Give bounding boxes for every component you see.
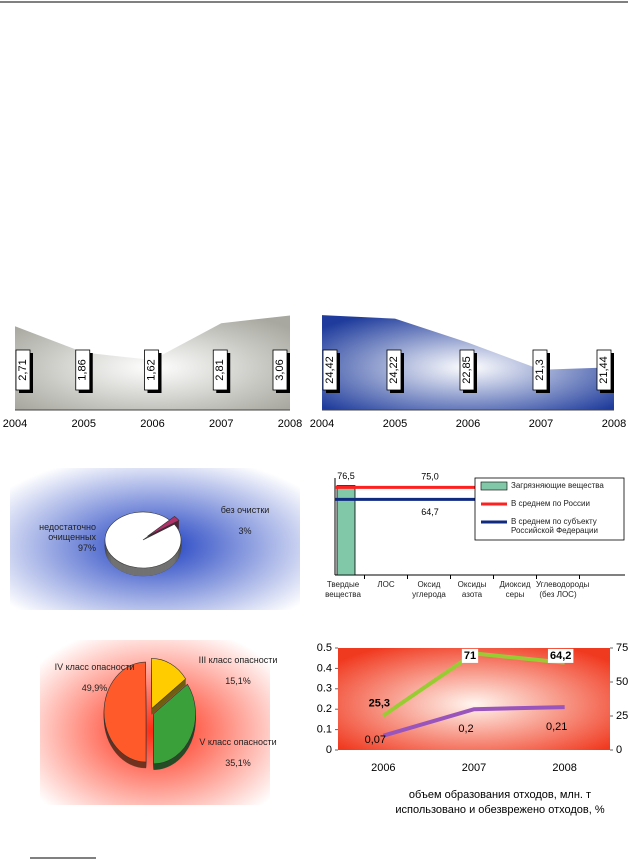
x-tick-label: 2004 xyxy=(3,418,27,430)
reference-label: 75,0 xyxy=(421,472,439,482)
x-tick-label: 2008 xyxy=(552,762,576,774)
slice-percent: 35,1% xyxy=(225,758,251,768)
pie-slice xyxy=(147,516,180,537)
x-tick-label: 2005 xyxy=(383,418,407,430)
bar xyxy=(336,485,356,576)
x-tick-label: 2006 xyxy=(140,418,164,430)
value-label: 21,44 xyxy=(598,356,610,384)
value-label: 1,86 xyxy=(77,359,89,380)
y-tick-label: 0.1 xyxy=(317,724,332,736)
value-label: 71 xyxy=(464,650,476,662)
label-box xyxy=(322,349,338,391)
slice-percent: 15,1% xyxy=(225,676,251,686)
y-tick-label: 0.2 xyxy=(317,703,332,715)
legend-label: В среднем по субъекту Российской Федерац… xyxy=(511,517,598,535)
slice-label: III класс опасности xyxy=(198,655,278,665)
value-label-box xyxy=(547,648,574,663)
label-box xyxy=(272,349,288,391)
slice-percent: 3% xyxy=(238,526,252,536)
label-box xyxy=(386,349,402,391)
value-label-box xyxy=(461,648,479,663)
x-tick-label: 2008 xyxy=(602,418,626,430)
legend-label: использовано и обезврежено отходов, % xyxy=(395,804,605,816)
y-tick-label: 0.4 xyxy=(317,662,332,674)
line-series xyxy=(382,705,565,738)
legend-label: Загрязняющие вещества xyxy=(511,481,604,490)
value-label: 0,07 xyxy=(365,734,386,746)
label-box xyxy=(212,349,228,391)
label-box xyxy=(144,349,159,391)
x-tick-label: ЛОС xyxy=(377,580,395,589)
x-tick-label: Оксиды азота xyxy=(457,580,487,599)
x-tick-label: 2006 xyxy=(371,762,395,774)
slice-percent: 97% xyxy=(77,543,96,553)
value-label: 0,21 xyxy=(546,721,567,733)
value-label: 21,3 xyxy=(534,359,546,380)
value-label: 3,06 xyxy=(274,359,286,380)
legend-swatch xyxy=(480,481,508,491)
x-tick-label: Углеводороды (без ЛОС) xyxy=(536,580,590,599)
label-box xyxy=(75,349,91,391)
label-box xyxy=(596,349,612,391)
reference-label: 64,7 xyxy=(421,507,439,517)
value-label: 2,81 xyxy=(214,359,226,380)
x-tick-label: Оксид углерода xyxy=(412,580,446,599)
legend-label: В среднем по России xyxy=(511,499,590,508)
value-label: 24,42 xyxy=(324,356,336,384)
y-tick-label: 0 xyxy=(326,744,332,756)
y2-tick-label: 50 xyxy=(616,676,628,688)
slice-label: IV класс опасности xyxy=(54,662,135,672)
value-label: 24,22 xyxy=(388,356,400,384)
slice-label: недостаточно очищенных xyxy=(39,522,96,542)
value-label: 76,5 xyxy=(337,471,355,481)
plot-background xyxy=(338,648,610,750)
x-tick-label: Диоксид серы xyxy=(499,580,531,599)
y2-tick-label: 75 xyxy=(616,642,628,654)
y-tick-label: 0.3 xyxy=(317,683,332,695)
y-tick-label: 0.5 xyxy=(317,642,332,654)
pie-slice xyxy=(151,658,187,710)
x-tick-label: 2006 xyxy=(456,418,480,430)
slice-percent: 49,9% xyxy=(81,683,108,693)
slice-label: V класс опасности xyxy=(199,737,277,747)
y2-tick-label: 25 xyxy=(616,710,628,722)
pie-slice xyxy=(103,661,147,763)
x-tick-label: 2007 xyxy=(462,762,486,774)
pie-slice xyxy=(153,683,196,765)
value-label: 0,2 xyxy=(458,723,473,735)
value-label: 64,2 xyxy=(550,650,571,662)
value-label: 2,71 xyxy=(17,359,29,380)
x-tick-label: 2005 xyxy=(72,418,96,430)
slice-label: без очистки xyxy=(220,505,270,515)
x-tick-label: 2004 xyxy=(310,418,334,430)
y2-tick-label: 0 xyxy=(616,744,622,756)
label-box xyxy=(15,349,31,391)
x-tick-label: 2008 xyxy=(278,418,302,430)
legend-label: объем образования отходов, млн. т xyxy=(409,789,591,801)
label-box xyxy=(532,349,548,391)
x-tick-label: Твердые вещества xyxy=(325,580,361,599)
value-label: 22,85 xyxy=(461,356,473,384)
value-label: 25,3 xyxy=(369,697,390,709)
x-tick-label: 2007 xyxy=(209,418,233,430)
label-box xyxy=(459,349,475,391)
value-label: 1,62 xyxy=(145,359,157,380)
x-tick-label: 2007 xyxy=(529,418,553,430)
